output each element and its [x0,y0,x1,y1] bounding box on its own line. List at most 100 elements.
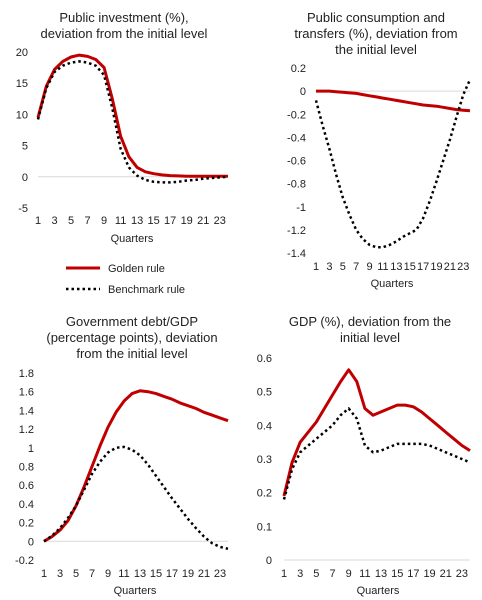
y-tick-label: 1.2 [19,424,34,436]
benchmark-rule-series-line [314,79,472,249]
x-tick-label: 9 [101,215,107,227]
x-tick-label: 23 [457,261,469,273]
y-tick-label: 15 [16,78,28,90]
x-tick-label: 19 [423,568,435,580]
x-axis-label: Quarters [371,278,414,290]
x-tick-label: 17 [417,261,429,273]
x-tick-label: 17 [407,568,419,580]
y-tick-label: -5 [18,203,28,215]
panel-public-consumption: Public consumption and transfers (%), de… [287,10,472,290]
benchmark-rule-series-line [282,407,471,500]
x-tick-label: 11 [115,215,126,227]
y-tick-label: -1 [296,202,306,214]
y-tick-label: 1.8 [19,368,34,380]
x-tick-label: 15 [148,215,160,227]
x-tick-label: 13 [131,215,143,227]
panel-government-debt: Government debt/GDP (percentage points),… [15,314,229,597]
panel-title-line: the initial level [335,42,417,57]
x-axis-label: Quarters [114,585,157,597]
x-tick-label: 17 [166,568,178,580]
golden-rule-series-line [36,53,228,178]
x-tick-label: 13 [375,568,387,580]
y-tick-label: 1.4 [19,405,34,417]
x-tick-label: 5 [340,261,346,273]
x-tick-label: 19 [182,568,194,580]
x-tick-label: 3 [297,568,303,580]
y-tick-label: 0.2 [291,63,306,75]
legend-label-benchmark-rule: Benchmark rule [108,284,185,296]
y-tick-label: 20 [16,47,28,59]
x-tick-label: 21 [440,568,452,580]
panel-title-line: from the initial level [76,346,187,361]
x-tick-label: 9 [105,568,111,580]
x-tick-label: 1 [35,215,41,227]
x-tick-label: 15 [150,568,162,580]
y-tick-label: 1 [28,443,34,455]
x-tick-label: 7 [85,215,91,227]
benchmark-rule-series-line [36,60,229,184]
y-tick-label: 0 [300,86,306,98]
x-tick-label: 9 [346,568,352,580]
golden-rule-series-line [316,89,471,113]
y-tick-label: 0.5 [257,387,272,399]
panel-title-line: GDP (%), deviation from the [289,314,451,329]
y-tick-label: 0.4 [257,420,272,432]
y-tick-label: -0.2 [287,109,306,121]
plot-area: 1.81.61.41.210.80.60.40.20-0.21 3 5 7 9 11 13 1… [15,368,229,580]
x-axis-label: Quarters [357,585,400,597]
x-tick-label: 11 [118,568,129,580]
y-tick-label: -1.2 [287,225,306,237]
x-tick-label: 23 [214,568,226,580]
y-tick-label: 0.3 [257,454,272,466]
x-axis-label: Quarters [111,233,154,245]
x-tick-label: 21 [197,215,209,227]
plot-area: 0.60.50.40.30.20.101 3 5 7 9 11 13 15 17 19 21 23 [257,353,471,580]
x-tick-label: 23 [214,215,226,227]
x-tick-label: 11 [377,261,388,273]
x-tick-label: 21 [198,568,210,580]
y-tick-label: 0.6 [257,353,272,365]
y-tick-label: 10 [16,109,28,121]
panel-title-line: initial level [340,330,400,345]
plot-area: 0.20-0.2-0.4-0.6-0.8-1-1.2-1.41 3 5 7 9 11 13 1… [287,63,472,273]
x-tick-label: 3 [57,568,63,580]
y-tick-label: 5 [22,141,28,153]
x-tick-label: 5 [73,568,79,580]
x-tick-label: 15 [391,568,403,580]
x-tick-label: 19 [181,215,193,227]
golden-rule-series-line [43,389,229,543]
x-tick-label: 11 [359,568,370,580]
x-tick-label: 17 [164,215,176,227]
panel-title-line: Government debt/GDP [66,314,198,329]
panel-title-line: deviation from the initial level [41,26,208,41]
y-tick-label: 0 [266,555,272,567]
x-tick-label: 15 [404,261,416,273]
panel-public-investment: Public investment (%), deviation from th… [16,10,229,245]
panel-title-line: Public investment (%), [59,10,188,25]
panel-title-line: (percentage points), deviation [46,330,217,345]
y-tick-label: 0 [22,172,28,184]
x-tick-label: 9 [367,261,373,273]
x-tick-label: 5 [313,568,319,580]
x-tick-label: 7 [329,568,335,580]
golden-rule-series-line [282,368,471,497]
y-tick-label: 0.1 [257,521,272,533]
y-tick-label: -0.6 [287,156,306,168]
x-tick-label: 23 [456,568,468,580]
y-tick-label: -1.4 [287,248,306,260]
y-tick-label: -0.8 [287,179,306,191]
y-tick-label: 0.8 [19,462,34,474]
x-tick-label: 7 [89,568,95,580]
y-tick-label: 1.6 [19,387,34,399]
x-tick-label: 1 [41,568,47,580]
y-tick-label: 0.2 [19,518,34,530]
x-tick-label: 7 [353,261,359,273]
y-tick-label: -0.4 [287,132,306,144]
panel-gdp: GDP (%), deviation from the initial leve… [257,314,471,597]
x-tick-label: 3 [51,215,57,227]
panel-title-line: Public consumption and [307,10,445,25]
y-tick-label: 0.6 [19,480,34,492]
x-tick-label: 13 [390,261,402,273]
x-tick-label: 1 [313,261,319,273]
